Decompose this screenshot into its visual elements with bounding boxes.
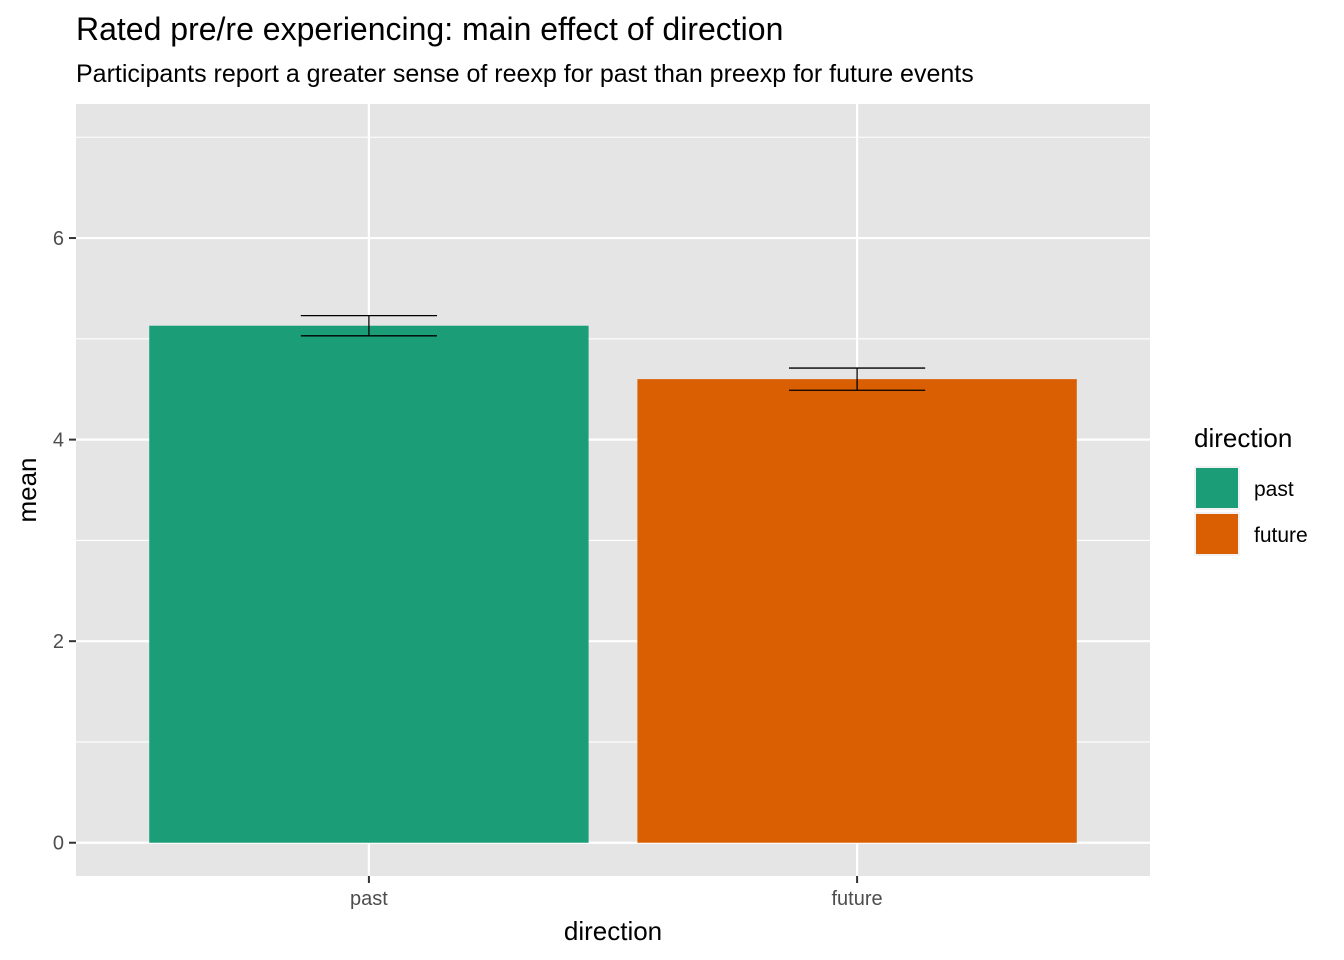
error-bars <box>300 314 926 391</box>
legend-title: direction <box>1194 423 1292 453</box>
y-tick-label: 4 <box>53 430 64 452</box>
bar-future <box>637 379 1077 843</box>
y-tick-label: 2 <box>53 631 64 653</box>
x-tick-label: future <box>832 888 883 910</box>
legend-label-future: future <box>1254 524 1308 547</box>
bar-past <box>149 325 589 843</box>
chart-subtitle: Participants report a greater sense of r… <box>76 60 974 88</box>
x-tick-label: past <box>350 888 388 910</box>
y-axis-title: mean <box>12 457 42 522</box>
y-tick-label: 6 <box>53 228 64 250</box>
legend-label-past: past <box>1254 478 1294 501</box>
legend-key-future <box>1196 514 1238 554</box>
chart-title: Rated pre/re experiencing: main effect o… <box>76 11 783 47</box>
y-axis: 0 2 4 6 <box>53 228 76 855</box>
legend: direction past future <box>1194 423 1308 556</box>
error-bar-future <box>788 367 926 391</box>
legend-key-past <box>1196 468 1238 508</box>
x-axis: past future <box>350 876 883 910</box>
error-bar-past <box>300 314 438 337</box>
x-axis-title: direction <box>564 916 662 946</box>
y-tick-label: 0 <box>53 833 64 855</box>
bars <box>149 325 1077 843</box>
